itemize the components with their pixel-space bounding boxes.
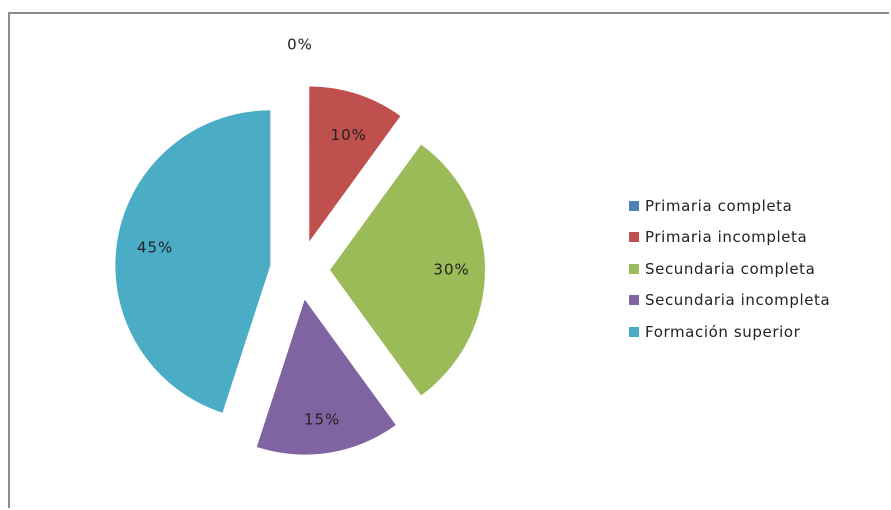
legend-item: Primaria completa — [629, 190, 889, 222]
legend-swatch — [629, 200, 639, 211]
pie-slice-primaria-incompleta — [309, 86, 401, 242]
pie-slice-secundaria-completa — [330, 144, 485, 396]
legend-item: Formación superior — [629, 316, 889, 348]
pie-slice-formaci-n-superior — [115, 110, 271, 413]
legend-label: Primaria completa — [645, 196, 793, 215]
legend-label: Secundaria completa — [645, 259, 816, 278]
legend-swatch — [629, 326, 639, 337]
data-label-secundaria-completa: 30% — [433, 261, 469, 279]
legend-label: Formación superior — [645, 322, 801, 341]
data-label-formaci-n-superior: 45% — [137, 238, 173, 256]
data-label-primaria-incompleta: 10% — [331, 126, 367, 144]
legend-item: Primaria incompleta — [629, 222, 889, 254]
legend-label: Primaria incompleta — [645, 228, 808, 247]
data-label-secundaria-incompleta: 15% — [304, 410, 340, 428]
legend-label: Secundaria incompleta — [645, 291, 831, 310]
legend-item: Secundaria incompleta — [629, 285, 889, 317]
legend-swatch — [629, 295, 639, 306]
pie-slice-secundaria-incompleta — [256, 299, 396, 455]
chart-legend: Primaria completa Primaria incompleta Secu… — [629, 190, 889, 348]
data-label-primaria-completa: 0% — [287, 36, 313, 54]
legend-item: Secundaria completa — [629, 253, 889, 285]
legend-swatch — [629, 232, 639, 243]
legend-swatch — [629, 263, 639, 274]
